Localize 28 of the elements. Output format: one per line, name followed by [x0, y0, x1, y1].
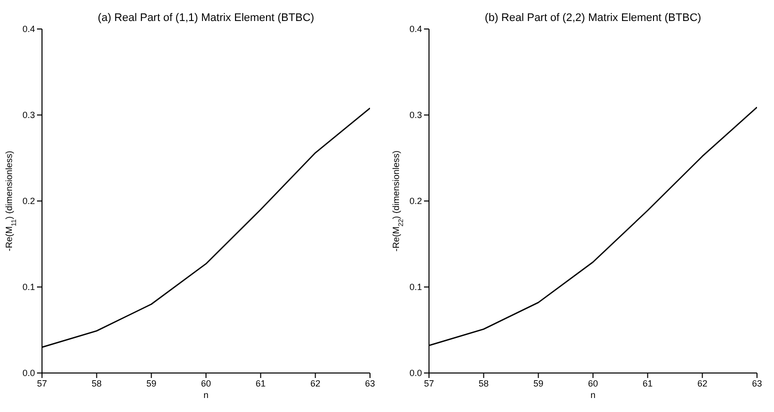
x-tick-label: 61: [642, 378, 653, 388]
chart-title: (b) Real Part of (2,2) Matrix Element (BTBC): [484, 12, 702, 24]
y-tick-label: 0.4: [22, 24, 35, 34]
x-tick-label: 57: [424, 378, 434, 388]
x-tick-label: 58: [92, 378, 102, 388]
y-tick-label: 0.0: [22, 368, 35, 378]
x-tick-label: 60: [588, 378, 598, 388]
x-tick-label: 60: [200, 378, 212, 388]
x-tick-label: 63: [364, 378, 376, 388]
y-tick-label: 0.1: [409, 282, 422, 292]
x-tick-label: 62: [697, 378, 708, 388]
y-tick-label: 0.2: [409, 196, 422, 206]
x-tick-label: 59: [146, 378, 156, 388]
x-tick-label: 57: [36, 378, 48, 388]
y-tick-label: 0.1: [22, 282, 35, 292]
x-tick-label: 62: [310, 378, 320, 388]
y-tick-label: 0.0: [409, 368, 422, 378]
x-tick-label: 63: [752, 378, 762, 388]
x-tick-label: 58: [478, 378, 489, 388]
y-tick-label: 0.3: [22, 110, 35, 120]
chart-title: (a) Real Part of (1,1) Matrix Element (BTBC): [96, 12, 316, 24]
y-tick-label: 0.3: [409, 110, 422, 120]
y-tick-label: 0.2: [22, 196, 35, 206]
x-axis-title: n: [203, 390, 209, 400]
x-tick-label: 59: [533, 378, 544, 388]
x-tick-label: 61: [256, 378, 266, 388]
y-tick-label: 0.4: [409, 24, 422, 34]
x-axis-title: n: [590, 390, 596, 400]
